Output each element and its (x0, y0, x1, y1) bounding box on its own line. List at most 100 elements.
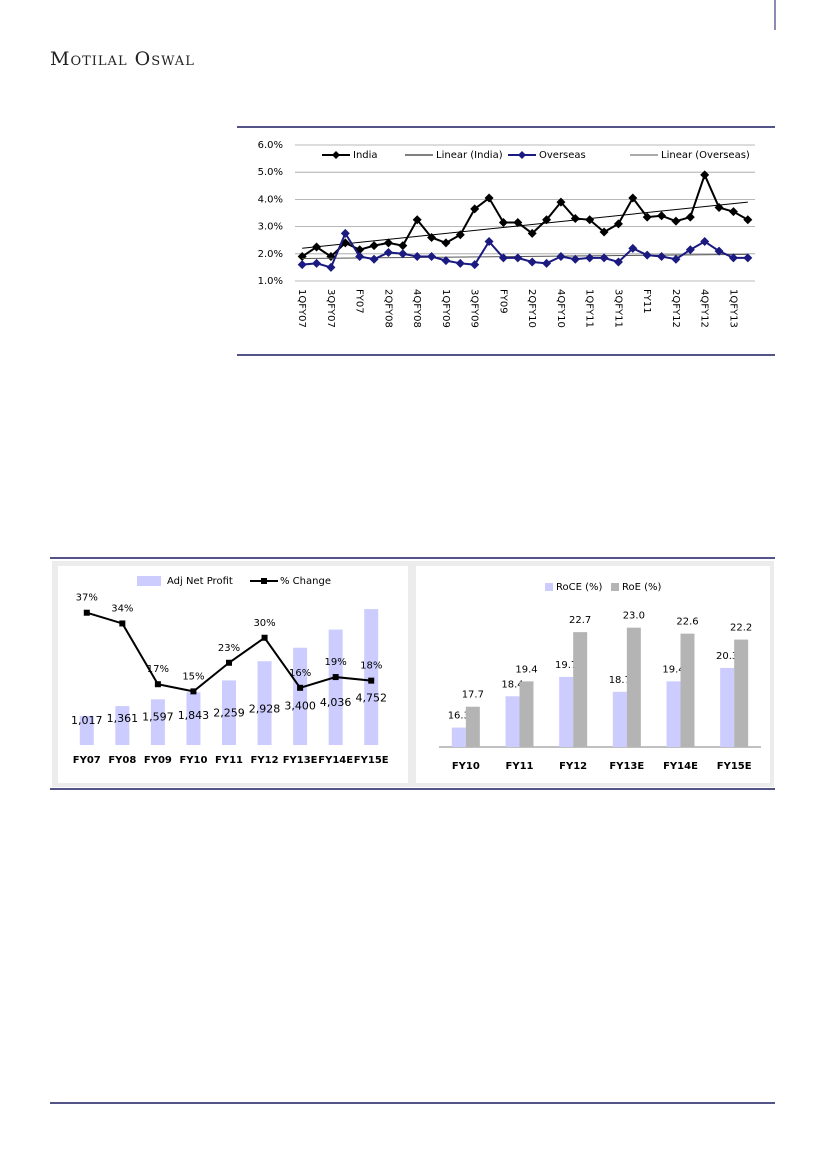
data-point (369, 241, 379, 251)
x-tick-label: 4QFY08 (411, 289, 422, 328)
data-point (412, 215, 422, 225)
data-point (484, 237, 494, 247)
data-label: 37% (76, 593, 98, 604)
bar (186, 692, 201, 745)
data-point (585, 253, 595, 263)
data-point (556, 197, 566, 207)
data-point (154, 681, 161, 688)
x-tick-label: FY10 (452, 761, 480, 772)
data-point (455, 230, 465, 240)
data-point (700, 170, 710, 180)
x-tick-label: FY09 (497, 289, 508, 314)
y-tick-label: 2.0% (258, 249, 283, 260)
data-label: 2,928 (249, 702, 281, 715)
data-point (470, 260, 480, 270)
data-point (355, 252, 365, 262)
data-point (412, 252, 422, 262)
data-point (441, 256, 451, 266)
data-point (657, 211, 667, 221)
legend-swatch (137, 576, 161, 586)
bar (720, 667, 735, 747)
data-point (542, 258, 552, 268)
data-point (570, 254, 580, 264)
legend-marker (518, 151, 526, 159)
bar (666, 681, 681, 747)
legend-swatch (545, 583, 553, 591)
data-point (642, 250, 652, 260)
data-point (368, 677, 375, 684)
x-tick-label: FY11 (641, 289, 652, 314)
data-label: 18% (360, 661, 382, 672)
data-point (441, 238, 451, 248)
data-point (398, 249, 408, 259)
data-point (728, 207, 738, 217)
data-label: 23.0 (623, 611, 645, 622)
data-label: 1,843 (178, 709, 210, 722)
legend-marker (261, 578, 267, 584)
data-point (312, 242, 322, 252)
data-label: 19.7 (555, 660, 577, 671)
x-tick-label: FY09 (144, 755, 172, 766)
bar (519, 681, 534, 747)
x-tick-label: FY14E (663, 761, 698, 772)
y-tick-label: 5.0% (258, 167, 283, 178)
data-point (383, 247, 393, 257)
x-tick-label: FY13E (283, 755, 318, 766)
legend-label: India (353, 150, 378, 161)
legend-marker (332, 151, 340, 159)
x-tick-label: 2QFY08 (382, 289, 393, 328)
data-point (297, 684, 304, 691)
trendline (302, 201, 748, 249)
bar (612, 691, 627, 747)
data-label: 1,361 (107, 712, 139, 725)
data-label: 22.7 (569, 615, 591, 626)
data-point (119, 620, 126, 627)
bar (465, 706, 480, 747)
data-point (599, 253, 609, 263)
data-point (671, 254, 681, 264)
legend-label: Linear (India) (436, 150, 503, 161)
data-point (190, 688, 197, 695)
x-tick-label: 4QFY10 (555, 289, 566, 328)
data-label: 19.4 (662, 664, 684, 675)
x-tick-label: FY11 (506, 761, 534, 772)
data-point (527, 228, 537, 238)
series-line (302, 231, 748, 269)
data-point (714, 246, 724, 256)
data-label: 16.3 (448, 711, 470, 722)
data-point (398, 241, 408, 251)
data-point (340, 228, 350, 238)
data-point (455, 258, 465, 268)
data-point (427, 232, 437, 242)
bar (626, 627, 641, 747)
x-tick-label: FY12 (251, 755, 279, 766)
bar (559, 676, 574, 747)
y-tick-label: 1.0% (258, 276, 283, 287)
data-label: 1,597 (142, 710, 174, 723)
bar (573, 632, 588, 747)
data-label: 16% (289, 668, 311, 679)
legend-label: % Change (280, 576, 331, 587)
x-tick-label: FY10 (179, 755, 207, 766)
data-point (613, 219, 623, 229)
data-point (527, 257, 537, 267)
data-point (83, 609, 90, 616)
x-tick-label: FY08 (108, 755, 136, 766)
data-point (484, 193, 494, 203)
brand: Motilal Oswal (50, 48, 195, 70)
legend-label: Overseas (539, 150, 586, 161)
data-point (570, 213, 580, 223)
data-label: 19.4 (515, 664, 537, 675)
data-label: 1,017 (71, 714, 103, 727)
bar (150, 699, 165, 745)
x-tick-label: FY12 (559, 761, 587, 772)
x-tick-label: FY13E (609, 761, 644, 772)
legend-swatch (611, 583, 619, 591)
data-label: 15% (182, 671, 204, 682)
x-tick-label: 2QFY12 (670, 289, 681, 328)
data-label: 2,259 (213, 706, 245, 719)
data-point (743, 215, 753, 225)
x-tick-label: 1QFY13 (727, 289, 738, 328)
data-point (613, 257, 623, 267)
